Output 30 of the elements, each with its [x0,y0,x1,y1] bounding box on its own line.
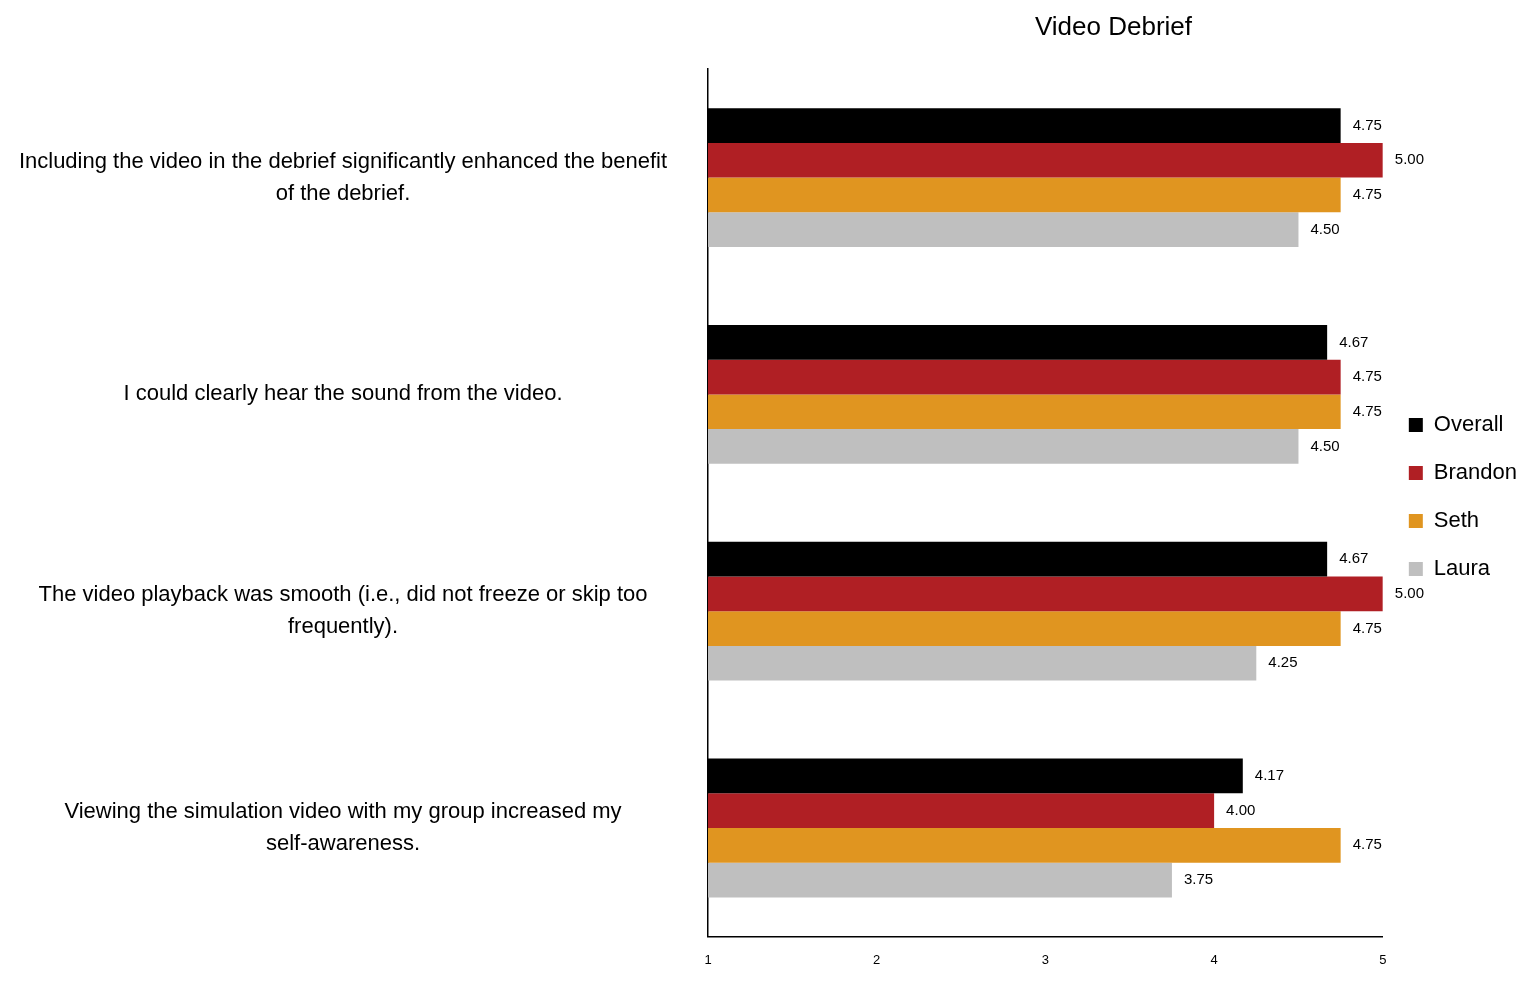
x-tick-label: 2 [873,951,881,967]
data-label: 4.25 [1268,653,1298,671]
data-label: 4.00 [1226,800,1256,818]
data-label: 4.17 [1254,766,1284,784]
legend-label: Brandon [1433,459,1518,485]
data-label: 4.67 [1339,549,1369,567]
data-label: 4.50 [1310,436,1340,454]
y-tick-label: I could clearly hear the sound from the video. [123,380,563,406]
y-tick-label: Viewing the simulation video with my group increased my self-awareness. [64,798,622,856]
data-label: 4.67 [1339,332,1369,350]
y-tick-label: The video playback was smooth (i.e., did not freeze or skip too frequently). [38,581,648,639]
data-label: 4.75 [1352,367,1382,385]
legend-label: Laura [1433,555,1491,581]
data-label: 4.50 [1310,219,1340,237]
x-tick-label: 5 [1379,951,1387,967]
data-label: 4.75 [1352,115,1382,133]
data-label: 4.75 [1352,618,1382,636]
x-tick-label: 1 [704,951,712,967]
x-tick-label: 4 [1210,951,1218,967]
data-label: 4.75 [1352,401,1382,419]
x-tick-label: 3 [1041,951,1050,967]
data-label: 3.75 [1183,870,1214,888]
chart-title: Video Debrief [1034,10,1193,41]
data-label: 5.00 [1394,150,1425,168]
legend-label: Seth [1433,507,1480,533]
data-label: 4.75 [1352,835,1382,853]
data-label: 5.00 [1394,584,1425,601]
legend-label: Overall [1433,411,1504,437]
data-label: 4.75 [1352,185,1382,203]
y-tick-label: Including the video in the debrief significantly enhanced the benefit of the debrief. [18,147,668,205]
